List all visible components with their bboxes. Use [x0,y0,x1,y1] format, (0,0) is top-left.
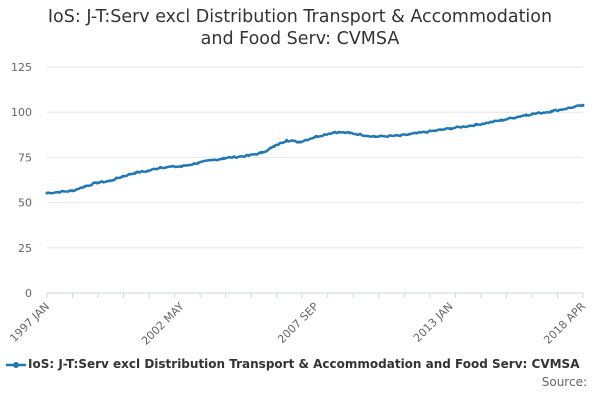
x-tick-label: 2002 MAY [139,300,187,348]
y-tick-label: 100 [11,106,32,119]
data-point [133,171,137,175]
data-point [259,151,263,155]
data-point [146,169,150,173]
x-tick-label: 2007 SEP [275,300,321,346]
data-point [348,131,352,135]
x-tick-label: 1997 JAN [7,300,52,345]
tick-layer: 0 25 50 75 100 125 1997 JAN 2002 MAY 2007 SEP 201… [7,61,588,348]
legend-series-label: IoS: J-T:Serv excl Distribution Transpor… [28,357,580,371]
data-point [373,135,377,139]
data-point [398,134,402,138]
data-point [474,123,478,127]
data-point [314,135,318,139]
data-point [285,138,289,142]
data-point [83,184,87,188]
data-point [524,113,528,117]
source-label: Source: [541,375,587,389]
y-tick-label: 75 [18,151,32,164]
data-point [549,109,553,113]
series-line [46,103,584,195]
grid-layer [47,66,583,249]
y-tick-label: 25 [18,242,32,255]
data-point [423,130,427,134]
data-point [45,191,49,195]
data-point [180,164,184,168]
data-point [196,161,200,165]
data-point [247,154,251,158]
x-tick-label: 2018 APR [541,300,588,347]
data-point [581,103,585,107]
legend[interactable]: IoS: J-T:Serv excl Distribution Transpor… [0,356,600,374]
series-layer [45,103,585,195]
x-tick-label: 2013 JAN [411,300,456,345]
chart-title-line2: and Food Serv: CVMSA [200,29,400,49]
y-tick-label: 125 [11,61,32,74]
chart-title: IoS: J-T:Serv excl Distribution Transpor… [0,6,600,50]
axis-layer [46,292,584,298]
data-point [108,179,112,183]
data-point [121,174,125,178]
data-point [70,189,74,193]
y-tick-label: 0 [25,287,32,300]
data-point [333,130,337,134]
y-tick-label: 50 [18,197,32,210]
data-point [449,126,453,130]
data-point [95,181,99,185]
data-point [222,156,226,160]
chart-title-line1: IoS: J-T:Serv excl Distribution Transpor… [47,7,553,27]
data-point [272,145,276,149]
data-point [159,165,163,169]
legend-series-marker [6,362,26,368]
data-point [499,118,503,122]
data-point [297,140,301,144]
